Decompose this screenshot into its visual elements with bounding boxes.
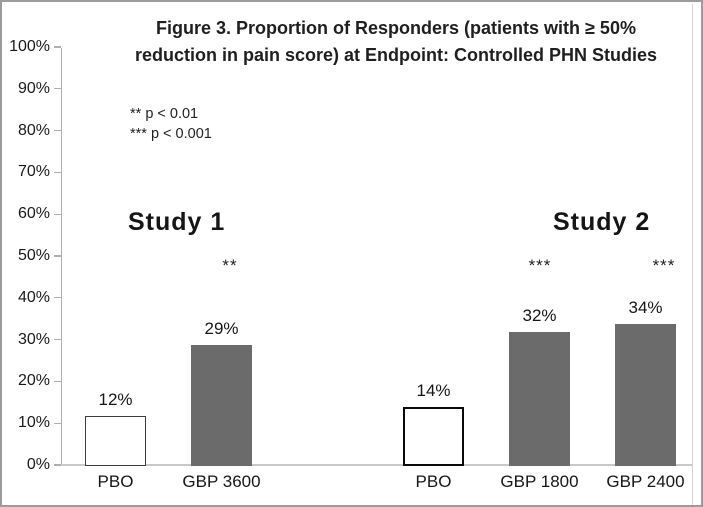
- y-axis-tick-label: 90%: [17, 79, 50, 97]
- chart-title-line-2: reduction in pain score) at Endpoint: Co…: [134, 45, 658, 65]
- y-axis-tick: [54, 255, 61, 257]
- y-axis-tick: [54, 171, 61, 174]
- y-axis-tick: [54, 422, 61, 424]
- bar-value-label: 14%: [416, 381, 451, 401]
- y-axis-line: [61, 48, 63, 466]
- chart-title: Figure 3. Proportion of Responders (pati…: [90, 15, 701, 69]
- y-axis-tick-label: 20%: [17, 372, 50, 390]
- group-label-study-1: Study 1: [128, 208, 226, 236]
- y-axis-tick-label: 70%: [17, 163, 50, 181]
- x-axis-label-gbp-2400: GBP 2400: [606, 472, 685, 491]
- x-axis-label-pbo: PBO: [97, 472, 134, 491]
- x-axis-baseline: [61, 464, 693, 466]
- bar-pbo: [85, 415, 146, 466]
- y-axis-tick: [54, 213, 61, 215]
- chart-frame-right-edge: [692, 4, 693, 505]
- bar-value-label: 34%: [628, 297, 663, 317]
- y-axis-tick: [54, 338, 61, 341]
- bar-value-label: 12%: [98, 389, 133, 409]
- bar-gbp-1800: [509, 332, 570, 466]
- y-axis-tick: [54, 129, 61, 132]
- bar-value-label: 32%: [522, 306, 557, 326]
- bar-gbp-3600: [191, 344, 252, 466]
- x-axis-label-gbp-1800: GBP 1800: [500, 472, 579, 491]
- x-axis-label-gbp-3600: GBP 3600: [182, 472, 261, 491]
- y-axis-tick: [54, 88, 61, 90]
- bar-pbo: [403, 407, 464, 466]
- y-axis-tick-label: 80%: [17, 121, 50, 139]
- y-axis-tick-label: 30%: [17, 330, 50, 348]
- significance-marker: **: [222, 256, 238, 275]
- y-axis-tick-label: 100%: [9, 38, 50, 55]
- bar-value-label: 29%: [204, 318, 239, 338]
- y-axis-tick-label: 40%: [17, 288, 50, 306]
- y-axis-tick: [54, 46, 61, 48]
- x-axis-label-pbo: PBO: [415, 472, 452, 491]
- y-axis-tick: [54, 464, 61, 466]
- chart-title-line-1: Figure 3. Proportion of Responders (pati…: [156, 18, 636, 38]
- significance-marker: ***: [528, 256, 552, 275]
- y-axis-tick-label: 60%: [17, 205, 50, 223]
- significance-legend-p01: ** p < 0.01: [130, 106, 199, 122]
- y-axis-tick-label: 50%: [17, 247, 50, 264]
- y-axis-tick: [54, 297, 61, 299]
- group-label-study-2: Study 2: [553, 208, 651, 236]
- significance-legend: ** p < 0.01 *** p < 0.001: [130, 104, 212, 144]
- y-axis-tick-label: 0%: [26, 456, 50, 473]
- y-axis-tick: [54, 380, 61, 383]
- bar-gbp-2400: [615, 323, 676, 466]
- significance-legend-p001: *** p < 0.001: [130, 126, 212, 142]
- y-axis-tick-label: 10%: [17, 414, 50, 432]
- significance-marker: ***: [652, 256, 676, 275]
